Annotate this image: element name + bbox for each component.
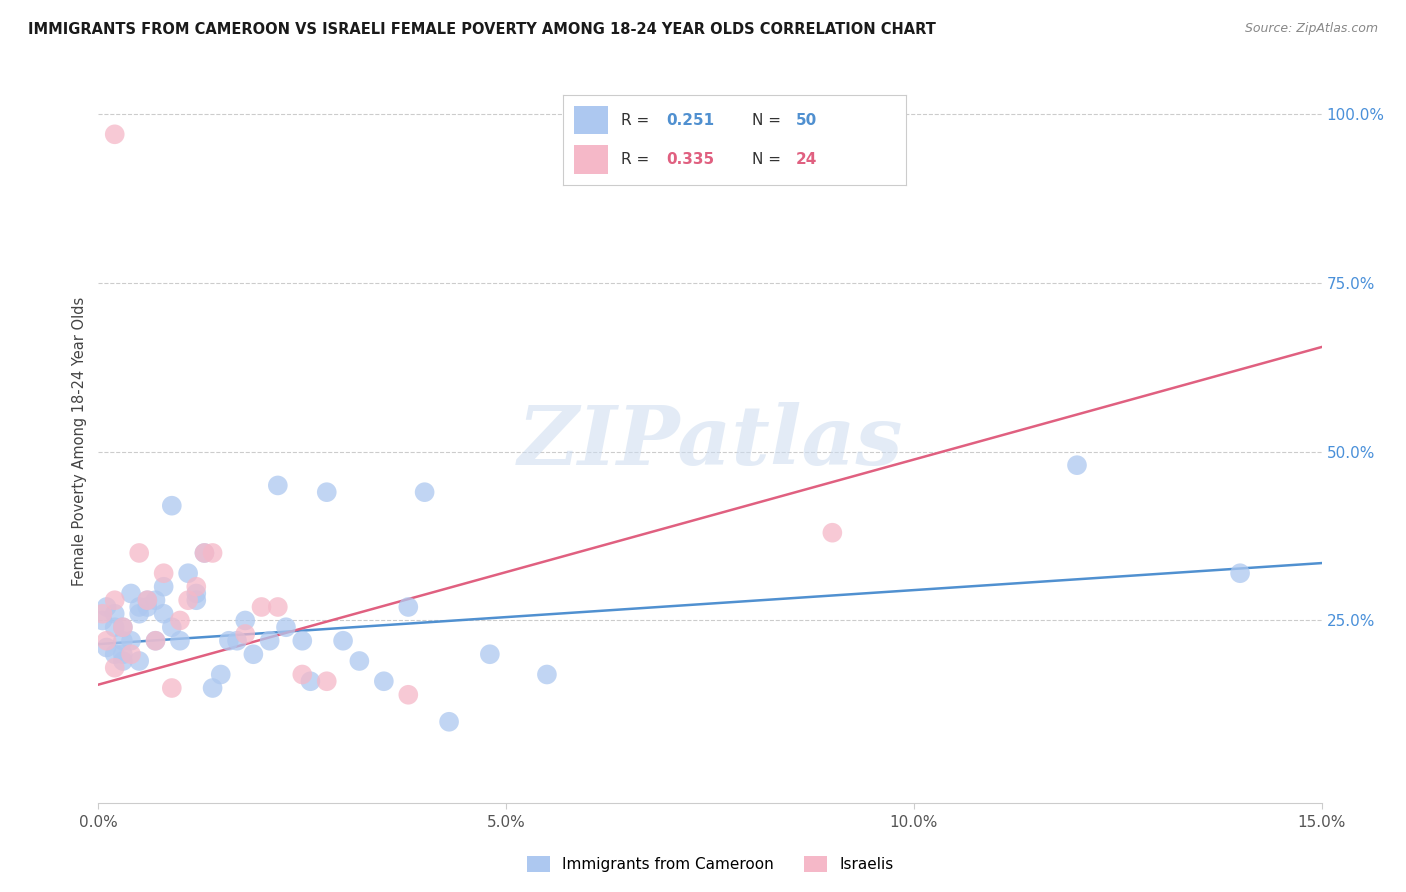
Point [91,607,114,621]
Point [177,593,200,607]
Point [160,620,183,634]
Point [96,640,118,655]
Point [145,633,167,648]
Point [201,546,224,560]
Point [233,614,256,628]
Point [104,647,127,661]
Point [177,566,200,581]
Point [209,667,232,681]
Text: IMMIGRANTS FROM CAMEROON VS ISRAELI FEMALE POVERTY AMONG 18-24 YEAR OLDS CORRELA: IMMIGRANTS FROM CAMEROON VS ISRAELI FEMA… [28,22,936,37]
Point [373,674,395,689]
Point [193,546,215,560]
Text: ZIPatlas: ZIPatlas [517,401,903,482]
Point [111,633,134,648]
Point [96,633,118,648]
Point [186,593,208,607]
Point [128,599,150,614]
Point [218,633,240,648]
Point [267,599,290,614]
Point [291,633,314,648]
Point [274,620,297,634]
Point [259,633,281,648]
Point [136,593,159,607]
Point [821,525,844,540]
Point [152,607,174,621]
Point [111,647,134,661]
Point [145,633,167,648]
Point [104,128,127,142]
Point [169,633,191,648]
Point [91,614,114,628]
Text: Source: ZipAtlas.com: Source: ZipAtlas.com [1244,22,1378,36]
Point [349,654,371,668]
Point [396,688,419,702]
Point [104,607,127,621]
Point [104,593,127,607]
Point [136,599,159,614]
Point [111,620,134,634]
Point [201,681,224,695]
Point [96,599,118,614]
Point [1229,566,1251,581]
Point [396,599,419,614]
Point [299,674,322,689]
Point [267,478,290,492]
Point [128,654,150,668]
Point [413,485,436,500]
Point [186,586,208,600]
Point [111,620,134,634]
Point [242,647,264,661]
Point [104,661,127,675]
Point [145,593,167,607]
Point [160,681,183,695]
Point [291,667,314,681]
Point [250,599,273,614]
Point [437,714,460,729]
Point [332,633,354,648]
Point [186,580,208,594]
Point [120,586,142,600]
Point [111,654,134,668]
Point [104,620,127,634]
Point [1066,458,1088,472]
Point [315,485,337,500]
Point [169,614,191,628]
Point [233,627,256,641]
Point [152,566,174,581]
Point [128,546,150,560]
Point [120,647,142,661]
Point [315,674,337,689]
Y-axis label: Female Poverty Among 18-24 Year Olds: Female Poverty Among 18-24 Year Olds [72,297,87,586]
Point [478,647,501,661]
Legend: Immigrants from Cameroon, Israelis: Immigrants from Cameroon, Israelis [520,850,900,879]
Point [152,580,174,594]
Point [160,499,183,513]
Point [136,593,159,607]
Point [120,633,142,648]
Point [226,633,249,648]
Point [128,607,150,621]
Point [193,546,215,560]
Point [536,667,558,681]
